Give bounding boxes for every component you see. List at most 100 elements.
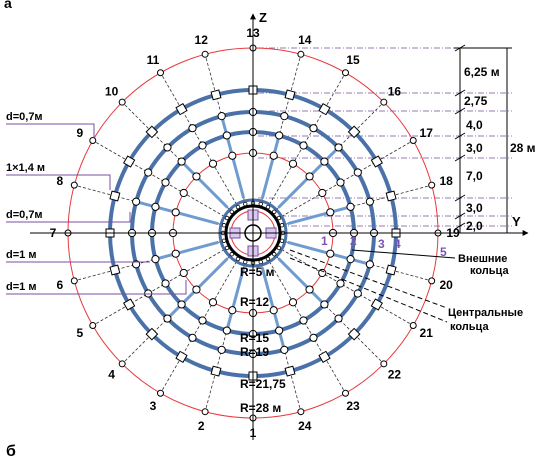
ray-5: [92, 246, 229, 326]
hub-node-15: [265, 204, 271, 210]
ray-number-22: 22: [388, 367, 402, 381]
hub-node-12: [243, 201, 248, 207]
z-axis-label: Z: [259, 10, 267, 25]
ray-number-10: 10: [105, 85, 119, 99]
spoke-2: [225, 267, 246, 331]
ray-number-23: 23: [346, 399, 360, 413]
outer-marker-10: [118, 98, 126, 106]
node-21-r121: [353, 289, 362, 298]
dim-tick-1: [454, 89, 466, 97]
panel-3: [175, 350, 188, 363]
ray-number-17: 17: [420, 126, 434, 140]
outer-marker-21: [409, 322, 417, 329]
node-8-r121: [132, 197, 141, 206]
ray-number-12: 12: [195, 33, 209, 47]
panel-17: [370, 155, 383, 168]
dim-7-0: 7,0: [466, 169, 483, 183]
ray-17: [277, 140, 414, 220]
dim-2-0: 2,0: [466, 219, 483, 233]
node-21-r80: [318, 268, 327, 278]
node-15-r121: [309, 124, 318, 133]
dim-tick-5: [454, 194, 466, 202]
hub-node-23: [265, 256, 271, 262]
dim-tick-2: [454, 107, 466, 115]
ray-number-14: 14: [298, 33, 312, 47]
node-16-r80: [305, 172, 314, 181]
panel-16: [347, 125, 361, 139]
node-5-r80: [179, 268, 188, 278]
ray-11: [160, 72, 240, 209]
hub-node-4: [229, 252, 234, 257]
radius-label-28: R=28 м: [240, 401, 281, 415]
node-6-r80: [171, 249, 180, 258]
left-callouts: d=0,7м 1×1,4 м d=0,7м d=1 м d=1 м: [6, 111, 187, 295]
ray-number-24: 24: [298, 419, 312, 433]
hub-node-16: [272, 209, 277, 214]
outer-marker-8: [70, 181, 78, 189]
panel-21: [370, 298, 383, 311]
node-20-r121: [365, 260, 374, 269]
ray-number-16: 16: [388, 85, 402, 99]
node-5-r101: [161, 279, 170, 288]
outer-marker-18: [428, 181, 436, 189]
spoke-14: [260, 135, 281, 199]
central-rings-line2: кольца: [450, 321, 489, 333]
node-3-r80: [208, 298, 218, 307]
right-dimension-chain: 6,25 м 2,75 4,0 3,0 7,0 3,0 2,0 28 м: [454, 44, 536, 234]
node-23-r101: [299, 316, 308, 325]
outer-marker-2: [201, 408, 209, 416]
panel-5: [123, 298, 136, 311]
node-17-r121: [353, 168, 362, 177]
node-4-r101: [177, 300, 186, 309]
ring-number-1: 1: [321, 234, 328, 248]
node-8-r101: [151, 202, 160, 211]
node-15-r101: [299, 141, 308, 150]
ray-number-4: 4: [108, 367, 115, 381]
hub-node-9: [224, 215, 230, 221]
panel-15: [318, 103, 331, 116]
outer-marker-6: [70, 277, 78, 285]
outer-marker-20: [428, 277, 436, 285]
node-10-r121: [163, 143, 172, 152]
node-3-r101: [198, 316, 207, 325]
node-2-r121: [217, 345, 226, 354]
callout-d1-upper: d=1 м: [6, 249, 36, 261]
panel-4: [145, 327, 159, 341]
dimension-guide-lines: [258, 47, 512, 227]
dim-3-0-upper: 3,0: [466, 141, 483, 155]
node-24-r101: [275, 326, 284, 335]
hub-node-5: [224, 245, 230, 251]
dim-4-0: 4,0: [466, 118, 483, 132]
outer-marker-11: [157, 69, 164, 77]
node-22-r101: [320, 300, 329, 309]
node-3-r121: [188, 333, 197, 342]
radius-label-19: R=19: [240, 345, 269, 359]
radius-labels: R=5 м R=12 R=15 R=19 R=21,75 R=28 м: [240, 265, 286, 415]
outer-marker-5: [89, 322, 97, 329]
panel-6: [109, 264, 121, 276]
dim-tick-0: [454, 44, 466, 52]
node-12-r121: [217, 112, 226, 121]
radius-label-12: R=12: [240, 295, 269, 309]
outer-marker-22: [380, 360, 388, 368]
node-11-r80: [208, 159, 218, 168]
y-axis-label: Y: [512, 214, 521, 229]
hub-node-24: [258, 259, 263, 265]
node-24-r121: [280, 345, 289, 354]
hub-node-17: [276, 215, 282, 221]
node-12-r101: [222, 131, 231, 140]
radius-label-5: R=5 м: [240, 265, 275, 279]
ray-number-8: 8: [56, 174, 63, 188]
ray-number-6: 6: [56, 278, 63, 292]
node-14-r121: [280, 112, 289, 121]
node-14-r101: [275, 131, 284, 140]
node-12-r80: [228, 151, 237, 160]
hub-node-10: [229, 209, 234, 214]
ring-number-4: 4: [394, 237, 401, 251]
node-9-r121: [144, 168, 153, 177]
outer-marker-16: [380, 98, 388, 106]
dim-6-25: 6,25 м: [464, 65, 500, 79]
panel-20: [385, 264, 397, 276]
panel-23: [318, 350, 331, 363]
node-15-r80: [288, 159, 298, 168]
